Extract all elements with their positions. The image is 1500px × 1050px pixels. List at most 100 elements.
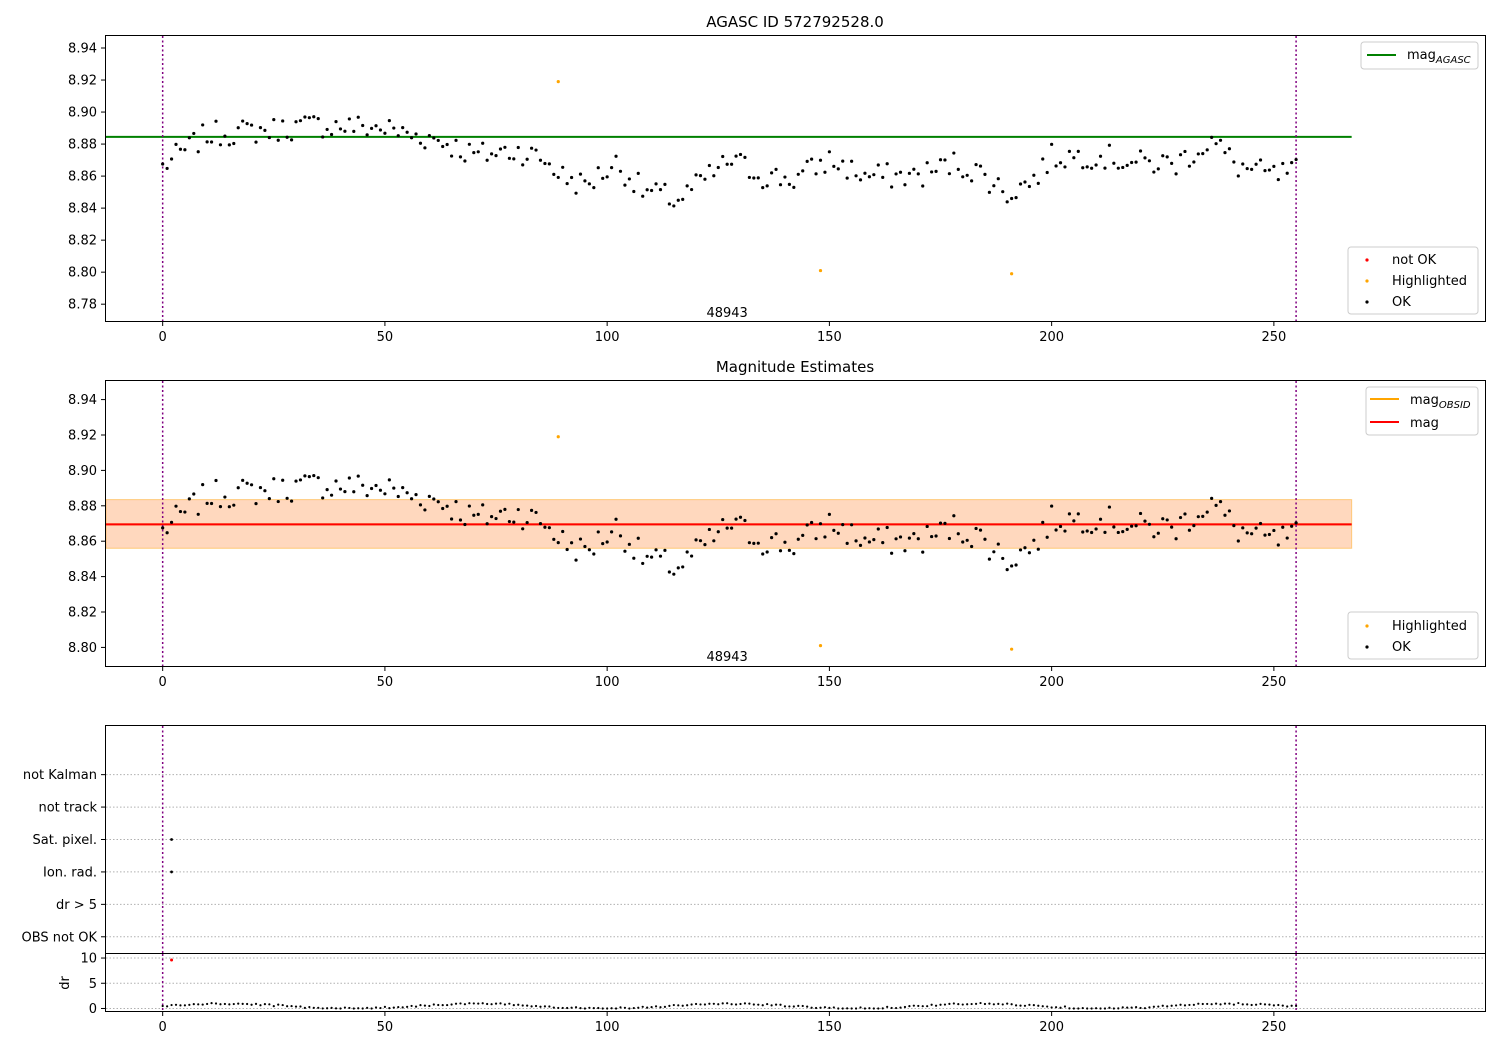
estimates-ok-point bbox=[885, 525, 889, 530]
dr-point bbox=[708, 1002, 711, 1005]
dr-frame bbox=[105, 953, 1486, 1012]
agasc-ok-point bbox=[529, 146, 534, 150]
estimates-ok-point bbox=[814, 537, 818, 541]
estimates-ok-point bbox=[378, 488, 383, 492]
estimates-ok-point bbox=[1023, 546, 1027, 550]
dr-point bbox=[1014, 1004, 1018, 1007]
estimates-ytick-label: 8.86 bbox=[68, 535, 97, 550]
estimates-panel: Magnitude Estimates 0 50 100 150 200 250 8.80… bbox=[68, 358, 1486, 690]
estimates-ok-point bbox=[169, 520, 174, 524]
estimates-ok-point bbox=[165, 531, 169, 535]
estimates-ok-point bbox=[912, 532, 916, 536]
dr-xtick-label: 150 bbox=[817, 1020, 842, 1035]
agasc-ok-point bbox=[1045, 170, 1049, 175]
agasc-ok-point bbox=[890, 185, 894, 189]
dr-point bbox=[939, 1003, 942, 1006]
agasc-ok-point bbox=[241, 119, 245, 123]
agasc-ok-point bbox=[383, 131, 387, 135]
estimates-ok-point bbox=[1107, 505, 1112, 509]
dr-point bbox=[499, 1002, 502, 1005]
dr-point bbox=[179, 1004, 182, 1007]
estimates-ok-point bbox=[1054, 528, 1058, 532]
dr-point bbox=[1201, 1002, 1204, 1006]
legend-highlighted-marker bbox=[1365, 279, 1369, 283]
agasc-ok-point bbox=[396, 134, 400, 138]
dr-point bbox=[299, 1005, 302, 1008]
agasc-ok-point bbox=[1107, 143, 1112, 147]
estimates-ok-point bbox=[334, 479, 338, 483]
estimates-ok-point bbox=[201, 483, 205, 487]
agasc-ok-point bbox=[814, 172, 818, 176]
estimates-ok-point bbox=[618, 534, 623, 538]
dr-point bbox=[828, 1006, 831, 1009]
dr-point bbox=[757, 1003, 760, 1006]
agasc-xtick-label: 150 bbox=[817, 330, 842, 345]
estimates-ok-point bbox=[1147, 522, 1152, 526]
dr-point bbox=[490, 1003, 493, 1006]
estimates-ok-point bbox=[1072, 519, 1076, 523]
estimates-ok-point bbox=[823, 535, 827, 539]
agasc-ok-point bbox=[823, 170, 827, 174]
estimates-ok-point bbox=[965, 538, 969, 542]
dr-point bbox=[263, 1003, 267, 1006]
agasc-ok-point bbox=[1001, 190, 1005, 194]
agasc-ok-point bbox=[921, 184, 925, 188]
dr-point bbox=[557, 1006, 560, 1010]
agasc-ok-point bbox=[992, 184, 996, 188]
agasc-ok-point bbox=[605, 175, 609, 179]
dr-point bbox=[392, 1006, 395, 1009]
estimates-ok-point bbox=[787, 548, 791, 552]
agasc-ok-point bbox=[472, 151, 476, 155]
dr-point bbox=[810, 1006, 813, 1009]
agasc-ok-point bbox=[298, 119, 303, 123]
agasc-ok-point bbox=[712, 174, 716, 178]
legend-ok-label: OK bbox=[1392, 295, 1411, 310]
estimates-ok-point bbox=[832, 528, 836, 533]
agasc-ok-point bbox=[1290, 160, 1294, 165]
agasc-ok-point bbox=[187, 136, 191, 140]
dr-point bbox=[1286, 1005, 1289, 1008]
agasc-highlighted-point bbox=[1010, 272, 1014, 276]
dr-panel: 0 50 100 150 200 250 0 5 10 dr bbox=[58, 952, 1486, 1035]
estimates-ok-point bbox=[845, 541, 849, 545]
estimates-legend-highlighted-label: Highlighted bbox=[1392, 619, 1467, 634]
estimates-legend-obsid-sub: OBSID bbox=[1439, 400, 1471, 411]
dr-point bbox=[206, 1002, 209, 1006]
dr-point bbox=[454, 1002, 458, 1005]
agasc-ok-point bbox=[232, 141, 236, 146]
dr-point bbox=[241, 1002, 244, 1005]
dr-point bbox=[583, 1007, 587, 1010]
agasc-ok-point bbox=[756, 176, 760, 180]
estimates-ok-point bbox=[1085, 529, 1089, 533]
dr-point bbox=[837, 1007, 840, 1010]
estimates-ok-point bbox=[369, 486, 374, 491]
dr-y-axis: 0 5 10 bbox=[80, 952, 106, 1017]
estimates-ok-point bbox=[449, 517, 454, 521]
dr-point bbox=[366, 1006, 369, 1009]
dr-point bbox=[926, 1005, 929, 1008]
agasc-ok-point bbox=[925, 161, 929, 165]
agasc-ytick-label: 8.94 bbox=[68, 42, 97, 57]
estimates-ok-point bbox=[1170, 525, 1174, 529]
agasc-panel: AGASC ID 572792528.0 0 50 100 150 200 250 8.7… bbox=[68, 13, 1486, 345]
agasc-ok-point bbox=[281, 119, 285, 123]
agasc-ok-point bbox=[1267, 168, 1272, 172]
estimates-ok-point bbox=[1214, 503, 1218, 507]
agasc-ok-point bbox=[1112, 161, 1116, 165]
agasc-ok-point bbox=[770, 171, 774, 175]
agasc-ok-point bbox=[774, 167, 778, 171]
agasc-ok-point bbox=[449, 154, 454, 158]
estimates-ok-point bbox=[463, 522, 467, 527]
agasc-ok-point bbox=[1254, 162, 1258, 166]
dr-point bbox=[854, 1007, 858, 1010]
agasc-ok-point bbox=[1183, 149, 1187, 154]
dr-point bbox=[477, 1002, 480, 1005]
estimates-ok-point bbox=[1036, 547, 1040, 551]
agasc-ok-point bbox=[1192, 160, 1196, 164]
estimates-highlighted-point bbox=[1010, 647, 1014, 651]
dr-point bbox=[272, 1005, 275, 1008]
dr-point bbox=[210, 1002, 213, 1005]
estimates-ok-point bbox=[730, 526, 734, 530]
estimates-ok-point bbox=[316, 476, 320, 480]
agasc-ok-point bbox=[1058, 161, 1063, 165]
